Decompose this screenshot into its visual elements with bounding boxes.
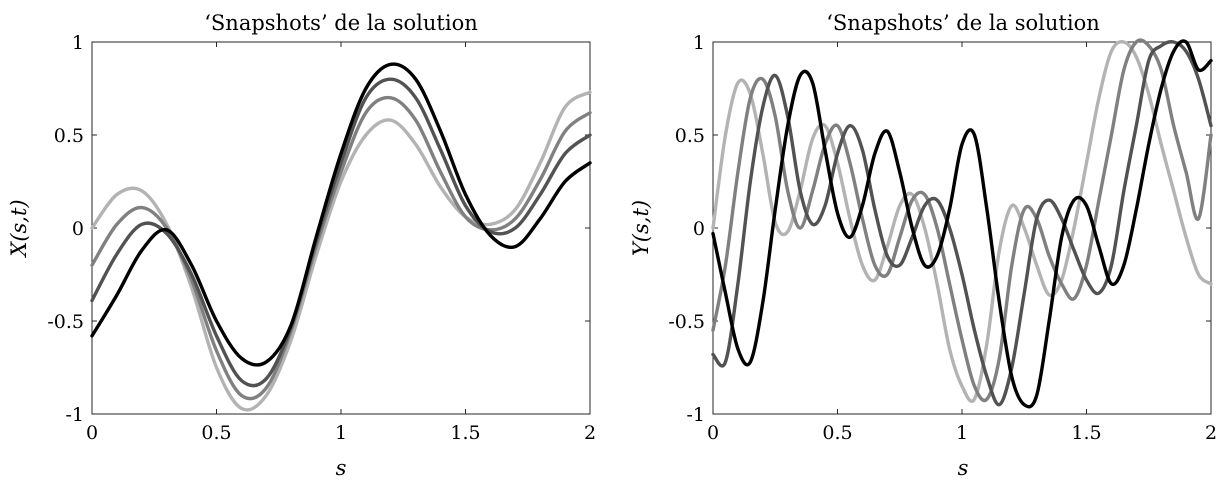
right-plot-frame: [712, 41, 1212, 415]
right-series-group: [711, 38, 1213, 409]
left-tick-group: 0 0.5 1 1.5 2 1 0.5 0 -0.5 -1: [47, 32, 596, 444]
left-series-line-1: [90, 90, 592, 412]
left-xtick-label: 2: [584, 422, 596, 444]
right-chart-title: ‘Snapshots’ de la solution: [826, 11, 1100, 35]
left-series-line-4: [90, 62, 592, 367]
left-xaxis-label: s: [336, 456, 347, 480]
left-xtick-label: 1: [335, 422, 347, 444]
right-xtick-label: 0: [707, 422, 719, 444]
left-series-group: [90, 62, 592, 412]
right-xtick-label: 1.5: [1071, 422, 1101, 444]
right-xtick-label: 2: [1205, 422, 1217, 444]
right-ytick-label: -0.5: [668, 311, 705, 333]
left-chart: ‘Snapshots’ de la solution 0 0.5 1 1.5 2 1 0.5…: [7, 11, 596, 480]
left-ytick-label: -1: [65, 404, 84, 426]
left-yaxis-label: X(s,t): [7, 199, 31, 258]
right-tick-group: 0 0.5 1 1.5 2 1 0.5 0 -0.5 -1: [668, 32, 1217, 444]
right-ytick-label: 0.5: [675, 125, 705, 147]
left-ytick-label: -0.5: [47, 311, 84, 333]
left-xtick-label: 1.5: [450, 422, 480, 444]
right-ytick-label: 1: [693, 32, 705, 54]
left-xtick-label: 0: [86, 422, 98, 444]
right-chart: ‘Snapshots’ de la solution 0 0.5 1 1.5 2 1 0.5…: [629, 11, 1217, 480]
left-ytick-label: 0: [72, 218, 84, 240]
left-series-line-3: [90, 77, 592, 388]
right-series-line-2: [711, 38, 1213, 403]
right-xaxis-label: s: [958, 456, 969, 480]
right-yaxis-label: Y(s,t): [629, 200, 653, 256]
left-xtick-label: 0.5: [201, 422, 231, 444]
left-ytick-label: 0.5: [54, 125, 84, 147]
right-ytick-label: -1: [686, 404, 705, 426]
right-series-line-3: [711, 40, 1213, 407]
right-xtick-label: 0.5: [822, 422, 852, 444]
right-xtick-label: 1: [956, 422, 968, 444]
right-series-line-4: [711, 39, 1213, 409]
left-ytick-label: 1: [72, 32, 84, 54]
left-chart-title: ‘Snapshots’ de la solution: [204, 11, 478, 35]
right-ytick-label: 0: [693, 218, 705, 240]
right-series-line-1: [711, 40, 1213, 403]
